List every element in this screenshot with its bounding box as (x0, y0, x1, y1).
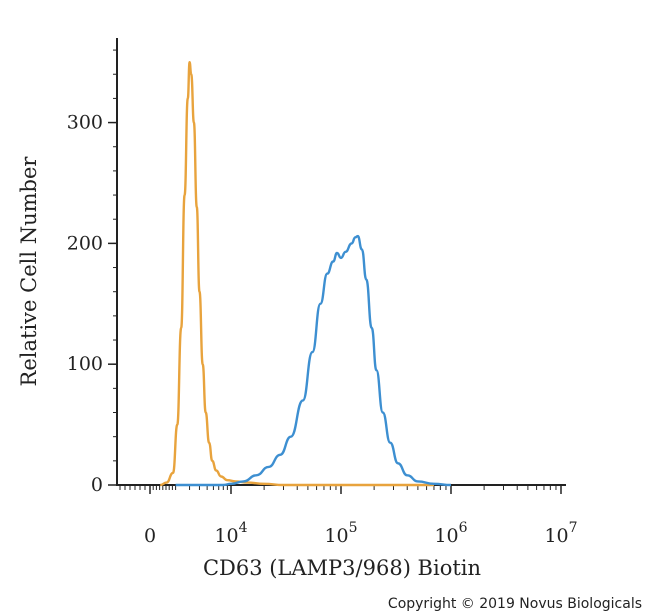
histogram-series-2 (175, 234, 452, 487)
x-tick-label: 106 (434, 520, 467, 547)
y-tick-label: 200 (67, 232, 103, 254)
y-axis-title: Relative Cell Number (17, 156, 41, 387)
histogram-series-1 (160, 61, 434, 487)
x-major-ticks (149, 485, 562, 494)
x-tick-labels: 0 104 105 106 107 (144, 520, 578, 547)
y-major-ticks (108, 121, 117, 486)
series-layer (160, 61, 452, 487)
x-tick-label: 105 (324, 520, 357, 547)
y-tick-label: 0 (91, 474, 103, 496)
x-tick-label: 0 (144, 525, 156, 547)
x-axis-title: CD63 (LAMP3/968) Biotin (203, 556, 481, 580)
x-tick-label: 104 (214, 520, 247, 547)
copyright-credit: Copyright © 2019 Novus Biologicals (387, 596, 642, 612)
x-tick-label: 107 (544, 520, 577, 547)
y-tick-label: 300 (67, 112, 103, 134)
y-tick-labels: 0 100 200 300 (67, 112, 103, 496)
y-tick-label: 100 (67, 353, 103, 375)
